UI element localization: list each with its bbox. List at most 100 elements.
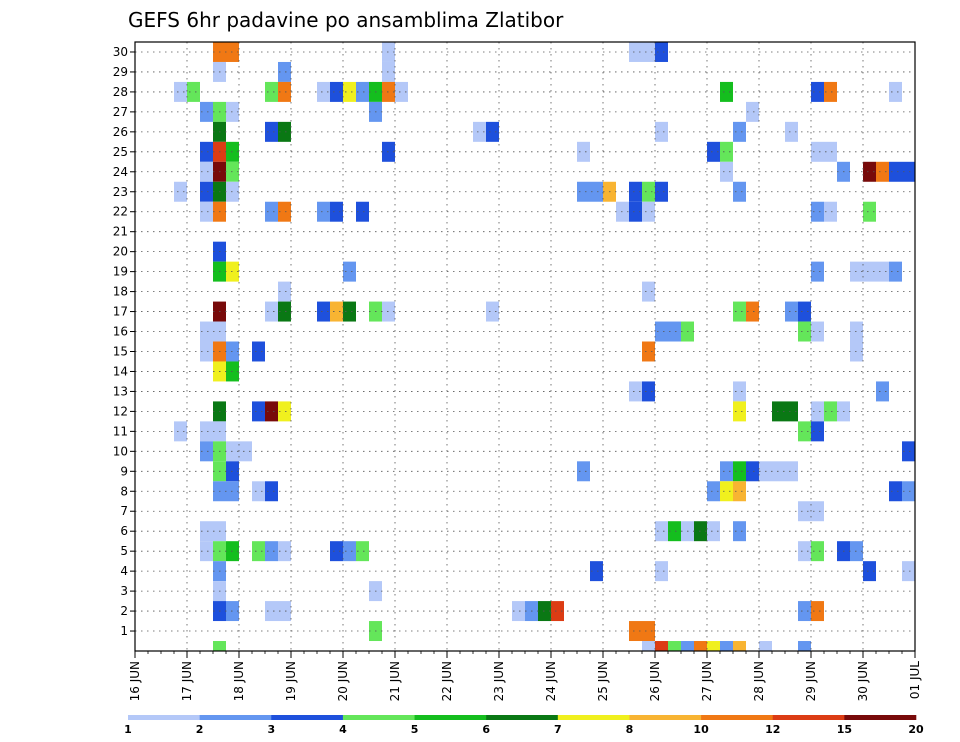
heatmap-cell xyxy=(863,201,876,222)
heatmap-cell xyxy=(889,161,915,182)
colorbar-swatch xyxy=(772,715,845,720)
heatmap-cell xyxy=(655,121,668,142)
y-tick-label: 18 xyxy=(113,285,128,299)
heatmap-cell xyxy=(668,521,681,542)
heatmap-cell xyxy=(720,141,733,162)
heatmap-cell xyxy=(733,641,746,651)
x-tick-label: 27 JUN xyxy=(700,661,714,701)
x-tick-label: 26 JUN xyxy=(648,661,662,701)
heatmap-cell xyxy=(642,641,655,651)
heatmap-cell xyxy=(655,181,668,202)
y-tick-label: 9 xyxy=(120,464,128,478)
heatmap-cell xyxy=(265,201,278,222)
heatmap-cell xyxy=(252,481,265,502)
heatmap-cell xyxy=(642,621,655,642)
heatmap-cell xyxy=(200,341,213,362)
heatmap-cell xyxy=(278,281,291,302)
colorbar-swatch xyxy=(701,715,774,720)
heatmap-cells xyxy=(174,42,915,651)
heatmap-cell xyxy=(265,121,278,142)
heatmap-cell xyxy=(824,401,837,422)
heatmap-cell xyxy=(278,401,291,422)
heatmap-cell xyxy=(889,261,902,282)
heatmap-cell xyxy=(720,461,733,482)
colorbar-tick-label: 20 xyxy=(908,723,924,736)
heatmap-cell xyxy=(720,161,733,182)
heatmap-cell xyxy=(655,641,668,651)
heatmap-cell xyxy=(265,301,278,322)
y-tick-label: 10 xyxy=(113,444,128,458)
heatmap-cell xyxy=(200,181,213,202)
x-tick-label: 25 JUN xyxy=(596,661,610,701)
heatmap-cell xyxy=(902,561,915,582)
heatmap-cell xyxy=(785,121,798,142)
heatmap-cell xyxy=(733,521,746,542)
heatmap-cell xyxy=(863,561,876,582)
heatmap-cell xyxy=(395,81,408,102)
heatmap-cell xyxy=(798,641,811,651)
heatmap-cell xyxy=(733,121,746,142)
heatmap-cell xyxy=(343,81,356,102)
colorbar-swatch xyxy=(844,715,917,720)
heatmap-cell xyxy=(629,181,642,202)
heatmap-cell xyxy=(356,541,369,562)
heatmap-cell xyxy=(824,81,837,102)
heatmap-cell xyxy=(486,301,499,322)
heatmap-cell xyxy=(278,121,291,142)
heatmap-cell xyxy=(655,521,668,542)
heatmap-cell xyxy=(278,541,291,562)
heatmap-cell xyxy=(200,141,213,162)
heatmap-cell xyxy=(707,641,720,651)
heatmap-cell xyxy=(811,201,824,222)
heatmap-cell xyxy=(252,541,265,562)
y-tick-label: 26 xyxy=(113,125,128,139)
heatmap-cell xyxy=(330,201,343,222)
heatmap-cell xyxy=(317,81,330,102)
colorbar-tick-label: 10 xyxy=(693,723,709,736)
y-tick-label: 30 xyxy=(113,45,128,59)
colorbar-tick-label: 1 xyxy=(124,723,132,736)
heatmap-cell xyxy=(551,601,564,622)
heatmap-cell xyxy=(356,81,369,102)
heatmap-cell xyxy=(642,181,655,202)
y-tick-label: 24 xyxy=(113,165,128,179)
heatmap-cell xyxy=(733,181,746,202)
heatmap-cell xyxy=(720,481,733,502)
y-tick-label: 21 xyxy=(113,225,128,239)
heatmap-cell xyxy=(811,141,837,162)
y-axis: 1234567891011121314151617181920212223242… xyxy=(113,45,135,638)
heatmap-cell xyxy=(265,401,278,422)
heatmap-cell xyxy=(655,561,668,582)
grid-lines xyxy=(135,42,915,651)
heatmap-cell xyxy=(278,201,291,222)
heatmap-cell xyxy=(889,81,902,102)
colorbar-tick-label: 15 xyxy=(837,723,852,736)
heatmap-cell xyxy=(317,301,330,322)
heatmap-cell xyxy=(759,641,772,651)
colorbar-tick-label: 4 xyxy=(339,723,347,736)
colorbar-tick-label: 8 xyxy=(626,723,634,736)
heatmap-cell xyxy=(330,81,343,102)
heatmap-cell xyxy=(681,641,694,651)
heatmap-cell xyxy=(798,421,811,442)
heatmap-cell xyxy=(733,461,746,482)
heatmap-cell xyxy=(187,81,200,102)
y-tick-label: 3 xyxy=(120,584,128,598)
x-tick-label: 01 JUL xyxy=(908,661,922,699)
colorbar-swatch xyxy=(342,715,415,720)
heatmap-cell xyxy=(733,481,746,502)
heatmap-cell xyxy=(811,601,824,622)
y-tick-label: 28 xyxy=(113,85,128,99)
y-tick-label: 29 xyxy=(113,65,128,79)
heatmap-cell xyxy=(642,381,655,402)
heatmap-cell xyxy=(798,301,811,322)
heatmap-cell xyxy=(798,541,811,562)
y-tick-label: 12 xyxy=(113,404,128,418)
y-tick-label: 13 xyxy=(113,384,128,398)
heatmap-cell xyxy=(317,201,330,222)
heatmap-cell xyxy=(785,301,798,322)
heatmap-cell xyxy=(876,381,889,402)
heatmap-cell xyxy=(811,261,824,282)
heatmap-cell xyxy=(824,201,837,222)
